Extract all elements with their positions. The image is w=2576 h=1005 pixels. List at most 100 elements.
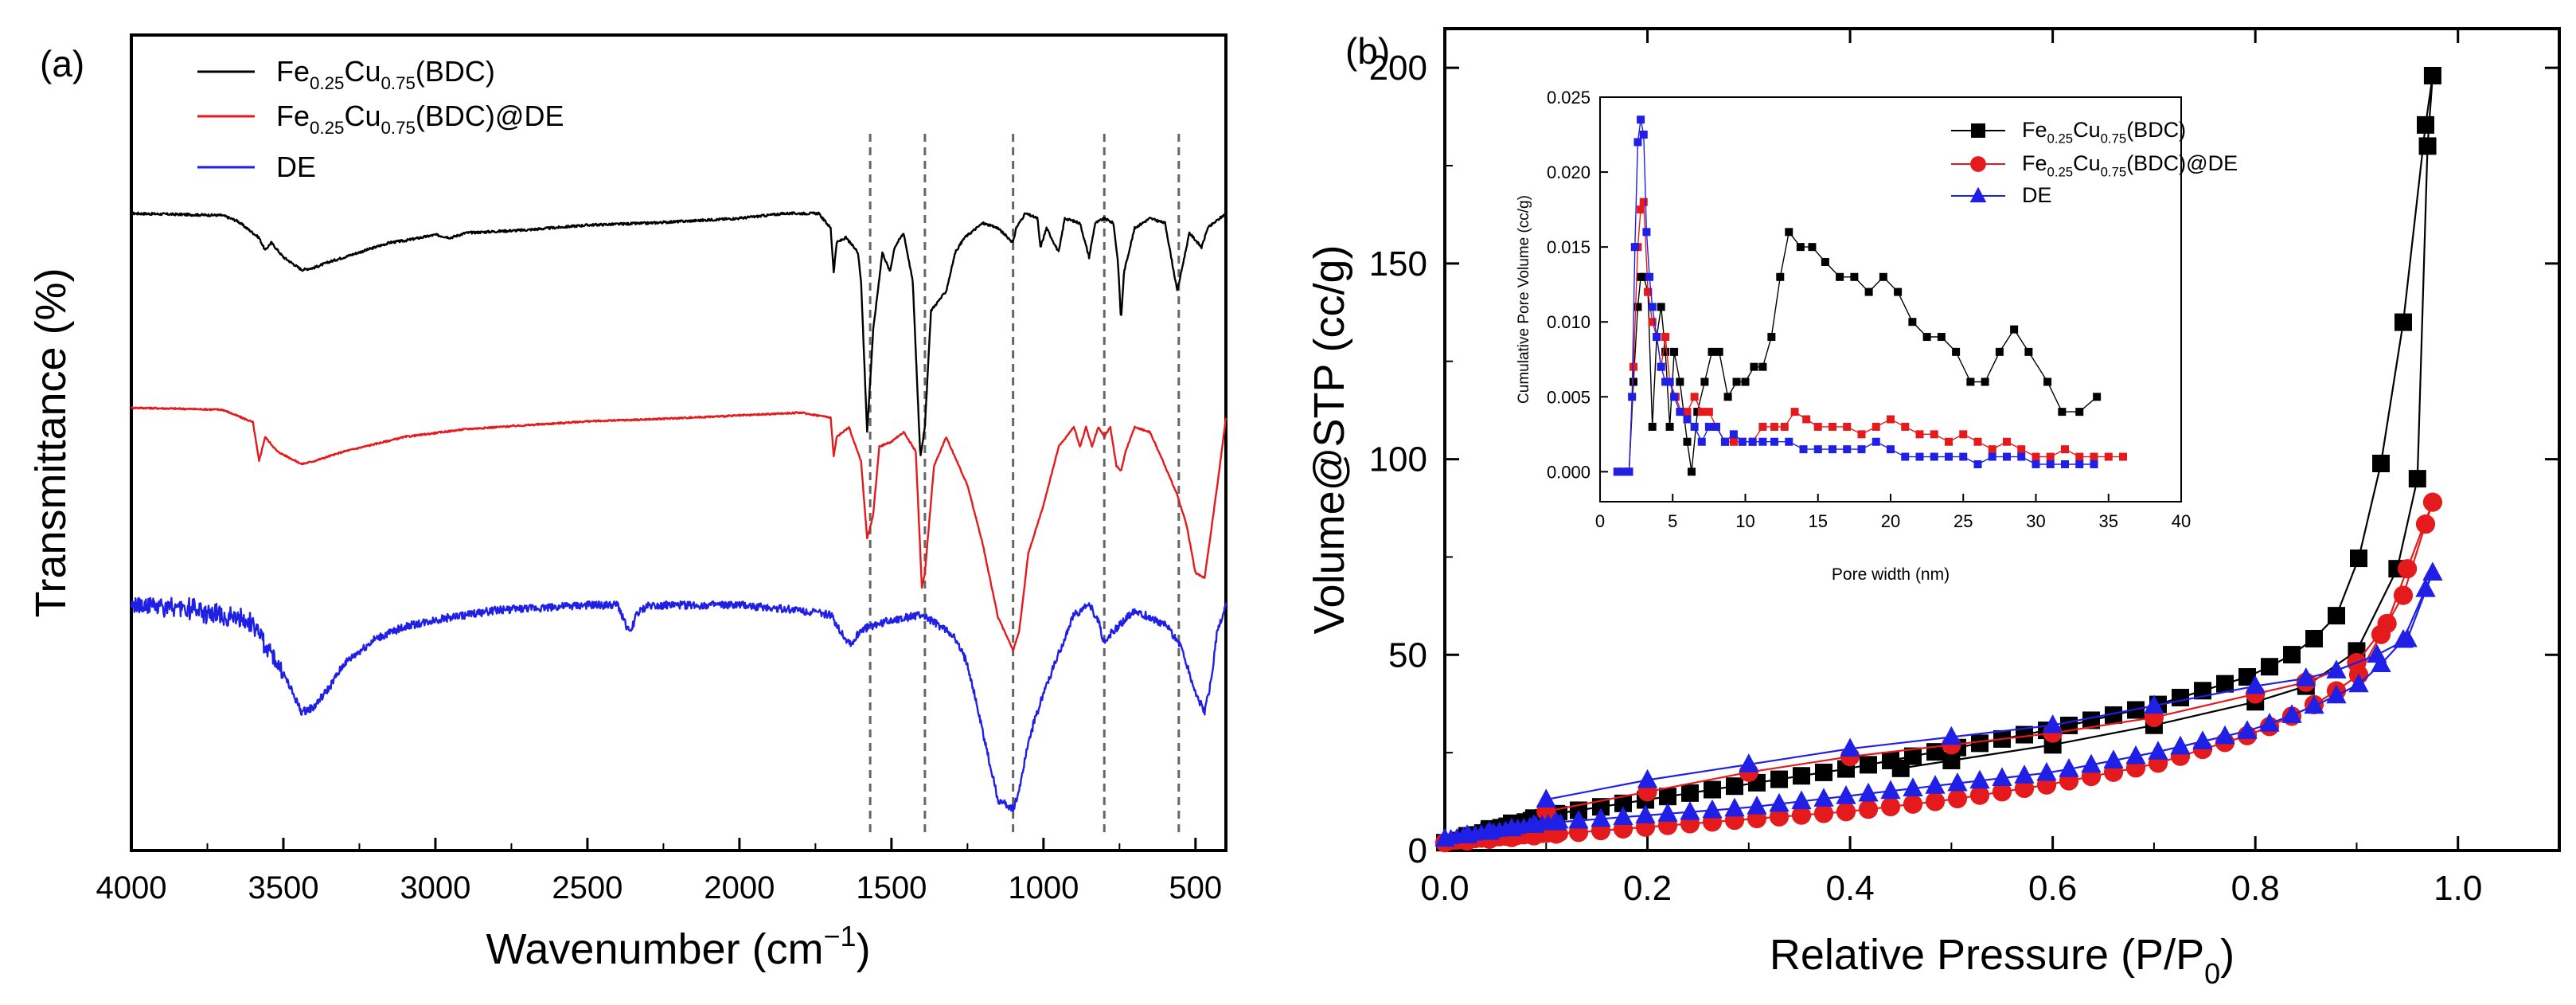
panel-b-x-axis-title: Relative Pressure (P/P0) <box>1770 931 2234 990</box>
inset-point <box>1959 430 1968 439</box>
isotherm-point <box>1813 788 1834 807</box>
inset-point <box>1629 362 1637 371</box>
inset-point <box>1901 422 1910 431</box>
inset-point <box>2010 325 2019 334</box>
isotherm-point <box>1891 759 1910 777</box>
isotherm-point <box>1659 788 1676 806</box>
isotherm-point <box>1524 814 1544 833</box>
isotherm-point <box>1434 827 1455 847</box>
isotherm-point <box>1880 796 1901 817</box>
isotherm-point <box>2192 730 2213 749</box>
isotherm-point <box>1880 780 1901 800</box>
inset-point <box>2093 393 2102 401</box>
isotherm-point <box>1836 785 1856 804</box>
isotherm-point <box>2367 643 2387 663</box>
panel-a-legend: Fe0.25Cu0.75(BDC) Fe0.25Cu0.75(BDC)@DE DE <box>197 55 564 183</box>
isotherm-point <box>2408 470 2426 488</box>
isotherm-point <box>1947 788 1968 809</box>
inset-point <box>1829 445 1836 454</box>
inset-point <box>1633 303 1642 311</box>
inset-legend-marker <box>1969 186 1987 203</box>
isotherm-point <box>1457 824 1477 843</box>
panel-b-label: (b) <box>1345 30 1390 72</box>
inset-plot-frame <box>1599 96 2182 502</box>
inset-point <box>1857 445 1866 454</box>
inset-legend-label: Fe0.25Cu0.75(BDC)@DE <box>2022 151 2238 180</box>
inset-point <box>1645 272 1654 281</box>
inset-x-tick-label: 0 <box>1595 511 1605 531</box>
inset-point <box>1945 452 1953 461</box>
isotherm-point <box>2423 66 2441 84</box>
isotherm-point <box>1568 809 1589 829</box>
inset-point <box>1850 272 1859 281</box>
isotherm-point <box>2395 313 2412 331</box>
isotherm-point <box>2059 758 2079 777</box>
inset-point <box>2090 452 2098 461</box>
inset-point <box>1758 362 1767 371</box>
isotherm-point <box>2144 694 2164 714</box>
inset-point <box>1922 333 1931 342</box>
inset-point <box>1872 437 1880 446</box>
isotherm-point <box>2415 514 2436 534</box>
isotherm-point <box>2326 684 2347 704</box>
inset-point <box>1676 377 1684 386</box>
inset-legend-marker <box>1971 123 1985 138</box>
inset-point <box>1843 422 1852 431</box>
panel-a-plot-frame <box>130 33 1228 852</box>
x-tick-label: 2000 <box>704 870 775 905</box>
isotherm-line <box>1444 502 2434 844</box>
inset-point <box>2058 408 2067 416</box>
inset-legend-label: DE <box>2022 183 2052 207</box>
inset-point <box>1843 445 1852 454</box>
x-tick-label: 500 <box>1169 870 1222 905</box>
isotherm-point <box>1836 802 1856 822</box>
isotherm-point <box>2245 675 2266 694</box>
inset-point <box>1741 377 1750 386</box>
inset-legend-marker <box>1970 156 1986 172</box>
isotherm-point <box>2081 753 2102 773</box>
isotherm-point <box>1941 725 1962 745</box>
inset-point <box>1864 287 1873 296</box>
isotherm-point <box>1614 794 1632 812</box>
isotherm-point <box>2016 725 2033 744</box>
inset-point <box>1796 243 1805 252</box>
isotherm-point <box>1769 792 1790 812</box>
isotherm-point <box>1925 792 1946 811</box>
isotherm-point <box>2304 694 2324 714</box>
inset-point <box>1758 437 1767 446</box>
isotherm-point <box>2283 646 2301 664</box>
inset-point <box>2119 452 2127 461</box>
inset-series <box>1613 115 2127 476</box>
isotherm-point <box>2397 559 2418 579</box>
inset-point <box>1732 377 1741 386</box>
panel-a-x-axis-ticks: 4000 3500 3000 2500 2000 1500 1000 500 <box>96 838 1222 905</box>
inset-y-tick-label: 0.000 <box>1547 462 1590 482</box>
inset-point <box>1937 333 1946 342</box>
inset-point <box>2090 459 2098 468</box>
inset-point <box>1704 422 1713 431</box>
isotherm-point <box>2261 658 2278 676</box>
inset-point <box>1715 347 1723 356</box>
inset-point <box>1637 205 1645 214</box>
x-tick-label: 4000 <box>96 870 167 905</box>
legend-label: Fe0.25Cu0.75(BDC)@DE <box>276 100 564 138</box>
inset-point <box>2024 347 2033 356</box>
inset-point <box>1981 377 1989 386</box>
isotherm-point <box>1992 782 2012 802</box>
inset-y-tick-label: 0.005 <box>1547 387 1590 407</box>
inset-point <box>1945 437 1953 446</box>
isotherm-point <box>2125 745 2146 765</box>
inset-x-tick-label: 30 <box>2026 511 2045 531</box>
x-tick-label: 0.2 <box>1623 869 1672 908</box>
isotherm-point <box>2328 607 2345 625</box>
inset-point <box>1988 445 1996 454</box>
inset-point <box>1683 415 1692 424</box>
inset-point <box>1829 422 1836 431</box>
isotherm-point <box>1860 756 1877 774</box>
inset-point <box>1799 445 1808 454</box>
isotherm-point <box>2103 749 2124 768</box>
legend-label: Fe0.25Cu0.75(BDC) <box>276 55 495 93</box>
inset-x-tick-label: 10 <box>1735 511 1754 531</box>
panel-a-x-axis-title: Wavenumber (cm−1) <box>486 920 870 973</box>
inset-point <box>1633 138 1642 147</box>
